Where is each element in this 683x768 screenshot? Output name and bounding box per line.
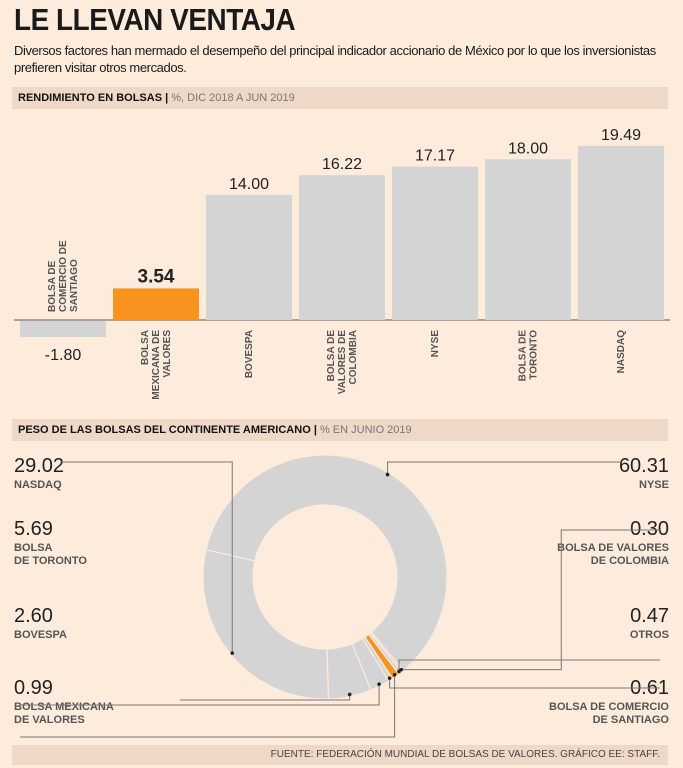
slice-value-label: 60.31 — [619, 455, 669, 477]
slice-name-label: BOLSA DE TORONTO — [14, 542, 87, 567]
donut-slice — [205, 454, 448, 672]
slice-name-label: NYSE — [639, 479, 669, 491]
leader-dot — [385, 472, 390, 477]
bar-category-label: NYSE — [430, 330, 441, 358]
bar-chart-header: RENDIMIENTO EN BOLSAS | %, DIC 2018 A JU… — [12, 87, 668, 109]
bar-category-label: BOLSA DETORONTO — [518, 330, 540, 382]
bar-category-label: BOLSA DEVALORES DECOLOMBIA — [326, 330, 359, 395]
slice-value-label: 2.60 — [14, 605, 53, 627]
leader-line — [20, 674, 396, 738]
bar-value-label: 16.22 — [322, 156, 362, 173]
slice-value-label: 5.69 — [14, 518, 53, 540]
slice-name-label: BOLSA DE COMERCIO DE SANTIAGO — [549, 701, 669, 726]
leader-line — [398, 659, 660, 672]
bar-category-label: BOLSAMEXICANA DEVALORES — [140, 330, 173, 400]
bar-value-label: -1.80 — [45, 347, 82, 364]
leader-line — [389, 678, 660, 689]
bar-category-label: NASDAQ — [616, 330, 627, 374]
bar — [485, 159, 571, 320]
source-note: FUENTE: FEDERACIÓN MUNDIAL DE BOLSAS DE … — [12, 745, 668, 765]
slice-name-label: BOVESPA — [14, 629, 67, 641]
pie-chart-subtitle: % EN JUNIO 2019 — [319, 424, 412, 436]
slice-name-label: BOLSA MEXICANA DE VALORES — [14, 701, 114, 726]
slice-name-label: NASDAQ — [14, 479, 62, 491]
pie-chart-header: PESO DE LAS BOLSAS DEL CONTINENTE AMERIC… — [12, 419, 668, 441]
bar-chart-subtitle: %, DIC 2018 A JUN 2019 — [171, 92, 295, 104]
slice-name-label: BOLSA DE VALORES DE COLOMBIA — [557, 542, 669, 567]
bar — [113, 288, 199, 320]
pie-chart-title: PESO DE LAS BOLSAS DEL CONTINENTE AMERIC… — [18, 424, 311, 436]
slice-name-label: OTROS — [630, 629, 669, 641]
bar-value-label: 17.17 — [415, 148, 455, 165]
leader-line — [60, 461, 233, 654]
bar-value-label: 14.00 — [229, 176, 269, 193]
leader-line — [180, 694, 351, 701]
bar-value-label: 3.54 — [138, 266, 175, 287]
bar-category-label: BOVESPA — [244, 330, 255, 378]
bar-category-label: BOLSA DECOMERCIO DESANTIAGO — [47, 240, 80, 312]
donut-slice — [202, 549, 330, 700]
bar — [392, 166, 478, 320]
page-subtitle: Diversos factores han mermado el desempe… — [14, 43, 656, 75]
slice-value-label: 29.02 — [14, 455, 64, 477]
bar-value-label: 19.49 — [601, 127, 641, 144]
bar — [578, 145, 664, 320]
leader-dot — [230, 651, 235, 655]
leader-line — [20, 684, 380, 706]
leader-dot — [392, 672, 397, 677]
leader-dot — [387, 676, 392, 680]
bar — [206, 194, 292, 320]
leader-line — [401, 529, 660, 671]
bar-chart-title: RENDIMIENTO EN BOLSAS — [18, 92, 163, 104]
leader-line — [387, 461, 620, 475]
page-title: LE LLEVAN VENTAJA — [14, 2, 296, 37]
leader-dot — [397, 669, 401, 674]
slice-value-label: 0.99 — [14, 677, 53, 699]
bar-value-label: 18.00 — [508, 140, 548, 157]
slice-value-label: 0.30 — [630, 518, 669, 540]
leader-dot — [347, 692, 352, 697]
bar — [299, 175, 385, 320]
bar — [20, 321, 106, 338]
leader-dot — [377, 682, 381, 686]
slice-value-label: 0.47 — [630, 605, 669, 627]
